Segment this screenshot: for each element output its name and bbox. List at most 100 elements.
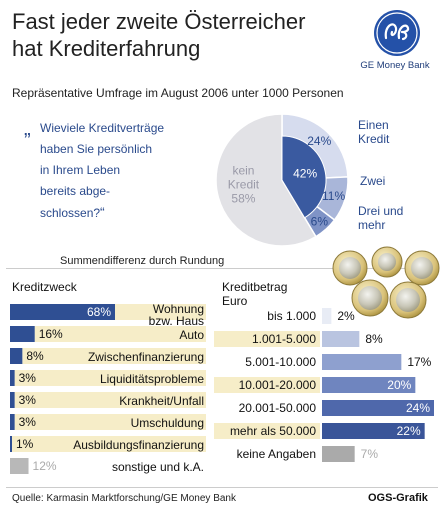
bar-value-label: 3% [19, 393, 37, 407]
page-title: Fast jeder zweite Österreicher hat Kredi… [12, 8, 352, 62]
bar [10, 348, 23, 364]
legend-drei-line1: Drei und [358, 204, 404, 218]
category-label: keine Angaben [237, 447, 316, 461]
legend-drei-und-mehr: Drei und mehr [358, 204, 403, 232]
pie-chart: 24% 11% 6% kein Kredit 58% 42% Einen Kredit Zw… [200, 108, 445, 258]
category-label-bg [214, 377, 320, 393]
bar-value-label: 16% [39, 327, 63, 341]
agency-credit: OGS-Grafik [368, 492, 428, 504]
category-label: Zwischenfinanzierung [88, 350, 204, 364]
bar-value-label: 17% [407, 355, 431, 369]
category-label-bg [12, 436, 206, 452]
pie-slice-kein-kredit [215, 113, 317, 247]
bar [322, 400, 434, 416]
question-line: Wieviele Kreditverträge [40, 121, 165, 135]
legend-drei-line2: mehr [358, 218, 386, 232]
bar [10, 370, 15, 386]
open-quote: „ [24, 118, 31, 140]
bar [10, 458, 29, 474]
bar [10, 414, 15, 430]
pie-label-kein-kredit: 58% [231, 192, 255, 206]
pie-label-drei-und-mehr: 6% [311, 215, 329, 229]
legend-zwei: Zwei [360, 174, 386, 188]
source-credit: Quelle: Karmasin Marktforschung/GE Money… [12, 493, 236, 504]
category-label: Liquiditätsprobleme [100, 372, 204, 386]
coins-icon [332, 246, 440, 319]
category-label: Krankheit/Unfall [119, 394, 204, 408]
category-label-bg [14, 392, 206, 408]
category-label: 5.001-10.000 [245, 355, 316, 369]
bar [322, 308, 332, 324]
pie-label-kein-kredit-line1: kein [232, 164, 254, 178]
bar-value-label: 8% [26, 349, 44, 363]
category-label: bis 1.000 [267, 309, 316, 323]
category-label: Ausbildungsfinanzierung [73, 438, 204, 452]
kreditbetrag-title: Kreditbetrag Euro [222, 280, 287, 308]
bar [10, 392, 15, 408]
category-label: Umschuldung [131, 416, 204, 430]
close-quote: “ [100, 204, 105, 220]
legend-einen-kredit-line2: Kredit [358, 132, 390, 146]
legend-einen-kredit: Einen Kredit [358, 118, 389, 146]
bar-value-label: 12% [33, 459, 57, 473]
category-label: 10.001-20.000 [239, 378, 317, 392]
title-line-2: hat Krediterfahrung [12, 36, 201, 61]
question-line: in Ihrem Leben [40, 163, 121, 177]
bar-value-label: 24% [406, 401, 430, 415]
bar [10, 326, 35, 342]
bar [10, 304, 115, 320]
footer-divider [6, 487, 438, 488]
bar [322, 377, 416, 393]
pie-label-kein-kredit-line2: Kredit [228, 178, 260, 192]
category-label-bg [22, 348, 207, 364]
category-label: 20.001-50.000 [239, 401, 317, 415]
brand-name: GE Money Bank [360, 60, 430, 71]
pie-inner-total-with-credit [281, 135, 327, 219]
category-label: Auto [179, 328, 204, 342]
legend-einen-kredit-line1: Einen [358, 118, 389, 132]
question-line: haben Sie persönlich [40, 142, 153, 156]
bar-value-label: 7% [361, 447, 379, 461]
pie-label-einen-kredit: 24% [307, 134, 331, 148]
survey-question: Wieviele Kreditverträge haben Sie persön… [40, 118, 210, 224]
category-label: sonstige und k.A. [112, 460, 204, 474]
kreditbetrag-title-line2: Euro [222, 294, 248, 308]
category-label-bg [14, 414, 206, 430]
category-label-bg [214, 423, 320, 439]
pie-label-zwei: 11% [322, 189, 345, 203]
bar-value-label: 20% [387, 378, 411, 392]
subtitle: Repräsentative Umfrage im August 2006 un… [12, 86, 344, 100]
title-line-1: Fast jeder zweite Österreicher [12, 9, 306, 34]
category-label: bzw. Haus [149, 314, 204, 328]
bar-value-label: 68% [87, 305, 111, 319]
kreditzweck-title: Kreditzweck [12, 280, 77, 294]
bar-value-label: 2% [337, 309, 355, 323]
bar [322, 354, 402, 370]
category-label: 1.001-5.000 [252, 332, 316, 346]
bar [322, 446, 355, 462]
bar-value-label: 3% [19, 371, 37, 385]
category-label-bg [14, 370, 206, 386]
bar-value-label: 3% [19, 415, 37, 429]
bar [10, 436, 12, 452]
ge-logo [352, 8, 442, 88]
bar-value-label: 1% [16, 437, 34, 451]
bar [322, 331, 360, 347]
question-line: schlossen? [40, 206, 101, 220]
question-line: bereits abge- [40, 184, 111, 198]
category-label-bg [28, 458, 206, 474]
pie-label-total-with-credit: 42% [293, 167, 317, 181]
euro-coins-illustration [330, 246, 445, 326]
category-label: mehr als 50.000 [230, 424, 316, 438]
category-label-bg [214, 331, 320, 347]
kreditbetrag-title-line1: Kreditbetrag [222, 280, 288, 294]
category-label: Wohnung [153, 302, 204, 316]
rounding-note: Summendifferenz durch Rundung [60, 255, 225, 267]
kreditbetrag-bar-chart: bis 1.000 2% 1.001-5.000 8% 5.001-10.000 17% 1… [214, 308, 434, 462]
bar-value-label: 22% [397, 424, 421, 438]
bar-value-label: 8% [365, 332, 383, 346]
bar [322, 423, 425, 439]
